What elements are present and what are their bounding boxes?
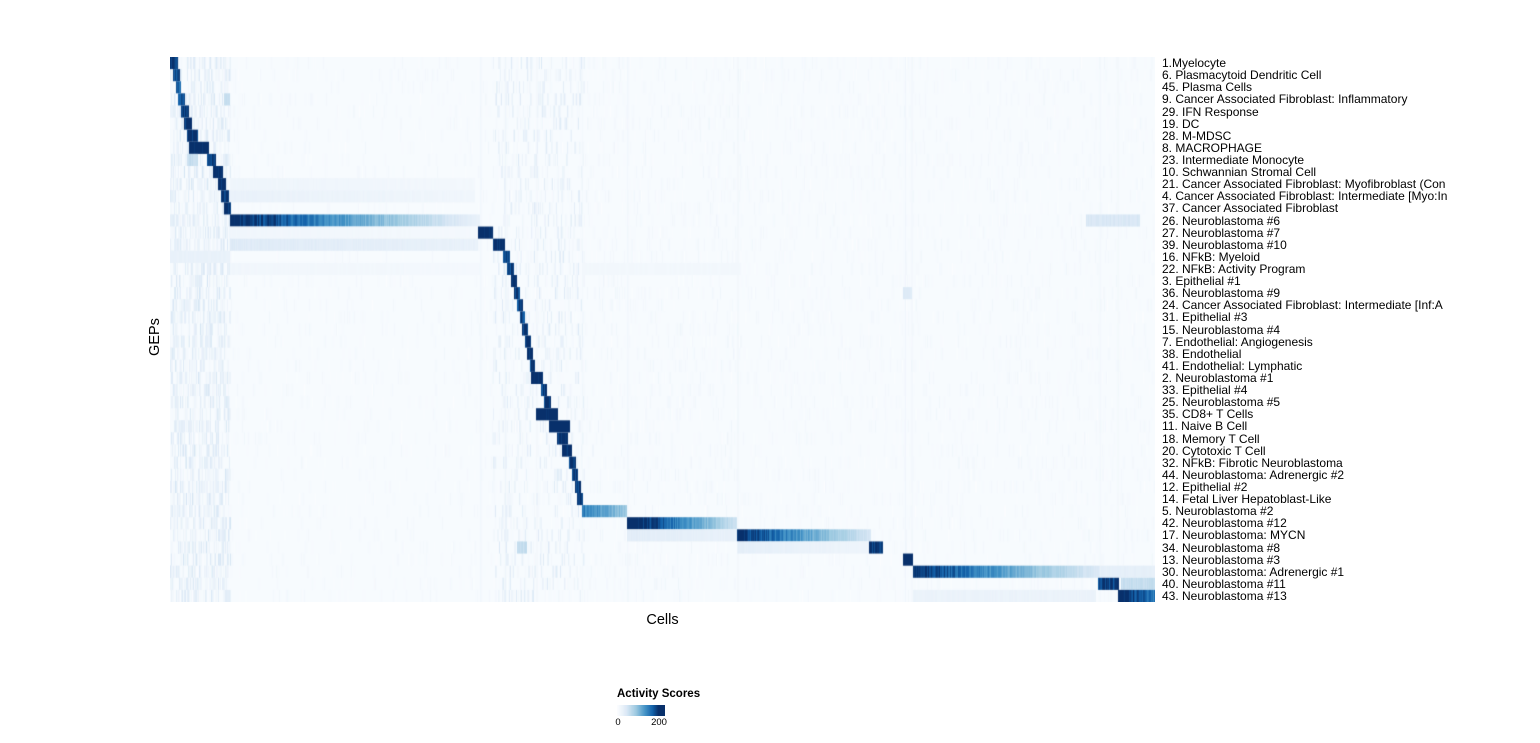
legend-tick-max: 200 (651, 717, 667, 728)
row-label: 23. Intermediate Monocyte (1162, 152, 1305, 167)
row-label: 12. Epithelial #2 (1162, 479, 1248, 494)
row-label: 38. Endothelial (1162, 346, 1242, 361)
row-label: 6. Plasmacytoid Dendritic Cell (1162, 68, 1322, 83)
row-label: 36. Neuroblastoma #9 (1162, 286, 1281, 301)
row-label: 28. M-MDSC (1162, 128, 1232, 143)
row-label: 39. Neuroblastoma #10 (1162, 237, 1287, 252)
row-label: 41. Endothelial: Lymphatic (1162, 358, 1303, 373)
row-label: 13. Neuroblastoma #3 (1162, 552, 1281, 567)
legend: Activity Scores 0 200 (615, 688, 737, 730)
row-label: 26. Neuroblastoma #6 (1162, 213, 1281, 228)
row-label: 25. Neuroblastoma #5 (1162, 395, 1281, 410)
row-label: 30. Neuroblastoma: Adrenergic #1 (1162, 564, 1345, 579)
row-label: 22. NFkB: Activity Program (1162, 261, 1306, 276)
row-label: 32. NFkB: Fibrotic Neuroblastoma (1162, 455, 1343, 470)
row-label: 45. Plasma Cells (1162, 80, 1253, 95)
row-label: 3. Epithelial #1 (1162, 274, 1241, 289)
heatmap-canvas (170, 57, 1155, 602)
row-label: 20. Cytotoxic T Cell (1162, 443, 1266, 458)
row-label: 17. Neuroblastoma: MYCN (1162, 528, 1306, 543)
row-label: 7. Endothelial: Angiogenesis (1162, 334, 1313, 349)
row-label: 15. Neuroblastoma #4 (1162, 322, 1281, 337)
row-label: 37. Cancer Associated Fibroblast (1162, 201, 1339, 216)
row-label: 9. Cancer Associated Fibroblast: Inflamm… (1162, 92, 1408, 107)
row-label: 24. Cancer Associated Fibroblast: Interm… (1162, 298, 1443, 313)
row-label: 33. Epithelial #4 (1162, 383, 1248, 398)
row-label: 42. Neuroblastoma #12 (1162, 516, 1287, 531)
row-label: 16. NFkB: Myeloid (1162, 249, 1261, 264)
row-label: 34. Neuroblastoma #8 (1162, 540, 1281, 555)
row-label: 5. Neuroblastoma #2 (1162, 504, 1274, 519)
row-labels: 1.Myelocyte 6. Plasmacytoid Dendritic Cel… (1162, 57, 1540, 602)
row-label: 1.Myelocyte (1162, 56, 1227, 71)
row-label: 27. Neuroblastoma #7 (1162, 225, 1281, 240)
legend-ticks: 0 200 (615, 716, 667, 730)
row-label: 31. Epithelial #3 (1162, 310, 1248, 325)
row-label: 21. Cancer Associated Fibroblast: Myofib… (1162, 177, 1446, 192)
row-label: 14. Fetal Liver Hepatoblast-Like (1162, 492, 1332, 507)
row-label: 4. Cancer Associated Fibroblast: Interme… (1162, 189, 1448, 204)
x-axis-label: Cells (646, 612, 679, 628)
row-label: 40. Neuroblastoma #11 (1162, 576, 1286, 591)
row-label: 8. MACROPHAGE (1162, 140, 1263, 155)
row-label: 43. Neuroblastoma #13 (1162, 588, 1287, 603)
row-label: 2. Neuroblastoma #1 (1162, 370, 1274, 385)
legend-tick-min: 0 (615, 717, 621, 728)
row-label: 18. Memory T Cell (1162, 431, 1260, 446)
row-label: 29. IFN Response (1162, 104, 1259, 119)
row-label: 11. Naive B Cell (1162, 419, 1248, 434)
row-label: 19. DC (1162, 116, 1200, 131)
row-label: 35. CD8+ T Cells (1162, 407, 1254, 422)
row-label: 44. Neuroblastoma: Adrenergic #2 (1162, 467, 1345, 482)
legend-title: Activity Scores (617, 688, 701, 700)
y-axis-label: GEPs (146, 318, 163, 356)
row-label: 10. Schwannian Stromal Cell (1162, 165, 1317, 180)
legend-colorbar (617, 705, 665, 716)
